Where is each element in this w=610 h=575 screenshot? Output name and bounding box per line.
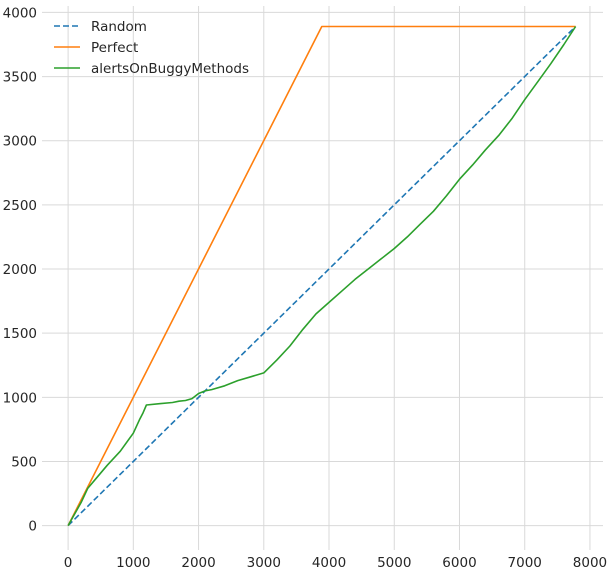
x-tick-label: 3000: [247, 555, 281, 571]
y-tick-label: 2500: [3, 198, 37, 214]
legend-label: Random: [91, 19, 147, 35]
x-tick-label: 2000: [181, 555, 215, 571]
x-tick-label: 5000: [377, 555, 411, 571]
legend: Random Perfect alertsOnBuggyMethods: [54, 19, 249, 77]
legend-label: Perfect: [91, 40, 138, 56]
x-axis: 0 1000 2000 3000 4000 5000 6000 7000 8000: [64, 555, 607, 571]
y-tick-label: 3000: [3, 134, 37, 150]
y-tick-label: 4000: [3, 5, 37, 21]
series-line-random: [67, 25, 577, 527]
y-tick-label: 1500: [3, 326, 37, 342]
y-tick-label: 1000: [3, 390, 37, 406]
legend-label: alertsOnBuggyMethods: [91, 61, 249, 77]
y-axis: 0 500 1000 1500 2000 2500 3000 3500 4000: [3, 5, 37, 534]
x-tick-label: 6000: [442, 555, 476, 571]
x-tick-label: 0: [64, 555, 73, 571]
y-tick-label: 0: [28, 519, 37, 535]
x-tick-label: 7000: [508, 555, 542, 571]
grid-lines: [42, 6, 603, 550]
series-line-perfect: [67, 25, 576, 526]
plot-area: [67, 25, 577, 527]
y-tick-label: 500: [11, 454, 37, 470]
x-tick-label: 8000: [573, 555, 607, 571]
x-tick-label: 1000: [116, 555, 150, 571]
x-tick-label: 4000: [312, 555, 346, 571]
y-tick-label: 2000: [3, 262, 37, 278]
series-line-alertsonbuggymethods: [67, 26, 577, 526]
y-tick-label: 3500: [3, 70, 37, 86]
